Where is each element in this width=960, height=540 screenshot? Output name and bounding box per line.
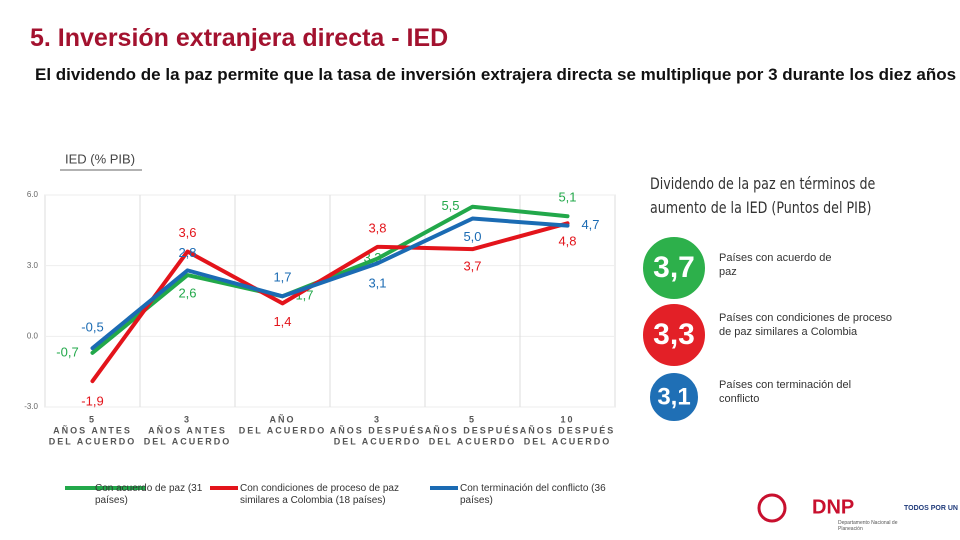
data-label: -1,9 [81,394,103,409]
dividend-circle [641,302,707,368]
y-tick-label: 6.0 [27,190,39,199]
legend-entry: Con acuerdo de paz (31 países) [95,483,203,506]
data-label: 1,7 [273,270,291,285]
x-tick-label: 3 [184,414,191,424]
dividend-value: 3,1 [657,383,690,410]
data-label: 3,7 [463,259,481,274]
data-label: 3,1 [368,276,386,291]
dividend-circle [648,371,700,423]
series-line [90,221,570,384]
x-tick-label: AÑO [270,414,296,424]
x-tick-label: AÑOS DESPUÉS [330,425,426,435]
x-tick-label: AÑOS ANTES [148,425,227,435]
y-tick-label: 3.0 [27,261,39,270]
data-label: 4,8 [558,234,576,249]
x-tick-label: AÑOS DESPUÉS [520,425,616,435]
y-axis-label: IED (% PIB) [65,151,135,166]
x-tick-label: DEL ACUERDO [334,436,422,446]
data-label: 3,6 [178,225,196,240]
x-tick-label: 3 [374,414,381,424]
data-label: 2,6 [178,286,196,301]
legend-entry: Con terminación del conflicto (36 países… [460,483,606,506]
series-line [90,204,570,355]
dividend-label: Países con acuerdo de paz [719,252,832,278]
data-label: 5,5 [441,198,459,213]
legend-entry: Con condiciones de proceso de paz simila… [240,483,399,506]
y-tick-label: -3.0 [24,402,38,411]
data-label: 5,0 [463,229,481,244]
series-line [90,216,570,351]
dividend-label: Países con condiciones de proceso de paz… [719,312,893,338]
dividend-value: 3,7 [653,251,695,284]
dividend-circle [641,235,707,301]
data-label: -0,5 [81,320,103,335]
title: 5. Inversión extranjera directa - IED [30,24,449,52]
x-tick-label: 5 [89,414,96,424]
logo-gov: TODOS POR UN NUEVO PAÍS [904,503,960,512]
x-tick-label: DEL ACUERDO [49,436,137,446]
x-tick-label: AÑOS ANTES [53,425,132,435]
dividend-title: Dividendo de la paz en términos de aumen… [650,174,876,217]
x-tick-label: DEL ACUERDO [239,425,327,435]
data-label: 3,8 [368,220,386,235]
subtitle: El dividendo de la paz permite que la ta… [35,65,957,84]
dividend-value: 3,3 [653,318,695,351]
x-tick-label: 10 [560,414,574,424]
x-tick-label: DEL ACUERDO [429,436,517,446]
data-label: 2,8 [178,245,196,260]
logo-dnp: DNP [812,496,854,518]
logo-dnp-sub: Departamento Nacional de Planeación [838,520,898,532]
dividend-label: Países con terminación del conflicto [719,379,852,405]
x-tick-label: AÑOS DESPUÉS [425,425,521,435]
x-tick-label: DEL ACUERDO [144,436,232,446]
x-tick-label: 5 [469,414,476,424]
data-label: 4,7 [581,217,599,232]
data-label: 5,1 [558,190,576,205]
data-label: 1,4 [273,314,291,329]
x-tick-label: DEL ACUERDO [524,436,612,446]
logo-seal [757,493,787,523]
data-label: -0,7 [56,344,78,359]
y-tick-label: 0.0 [27,331,39,340]
